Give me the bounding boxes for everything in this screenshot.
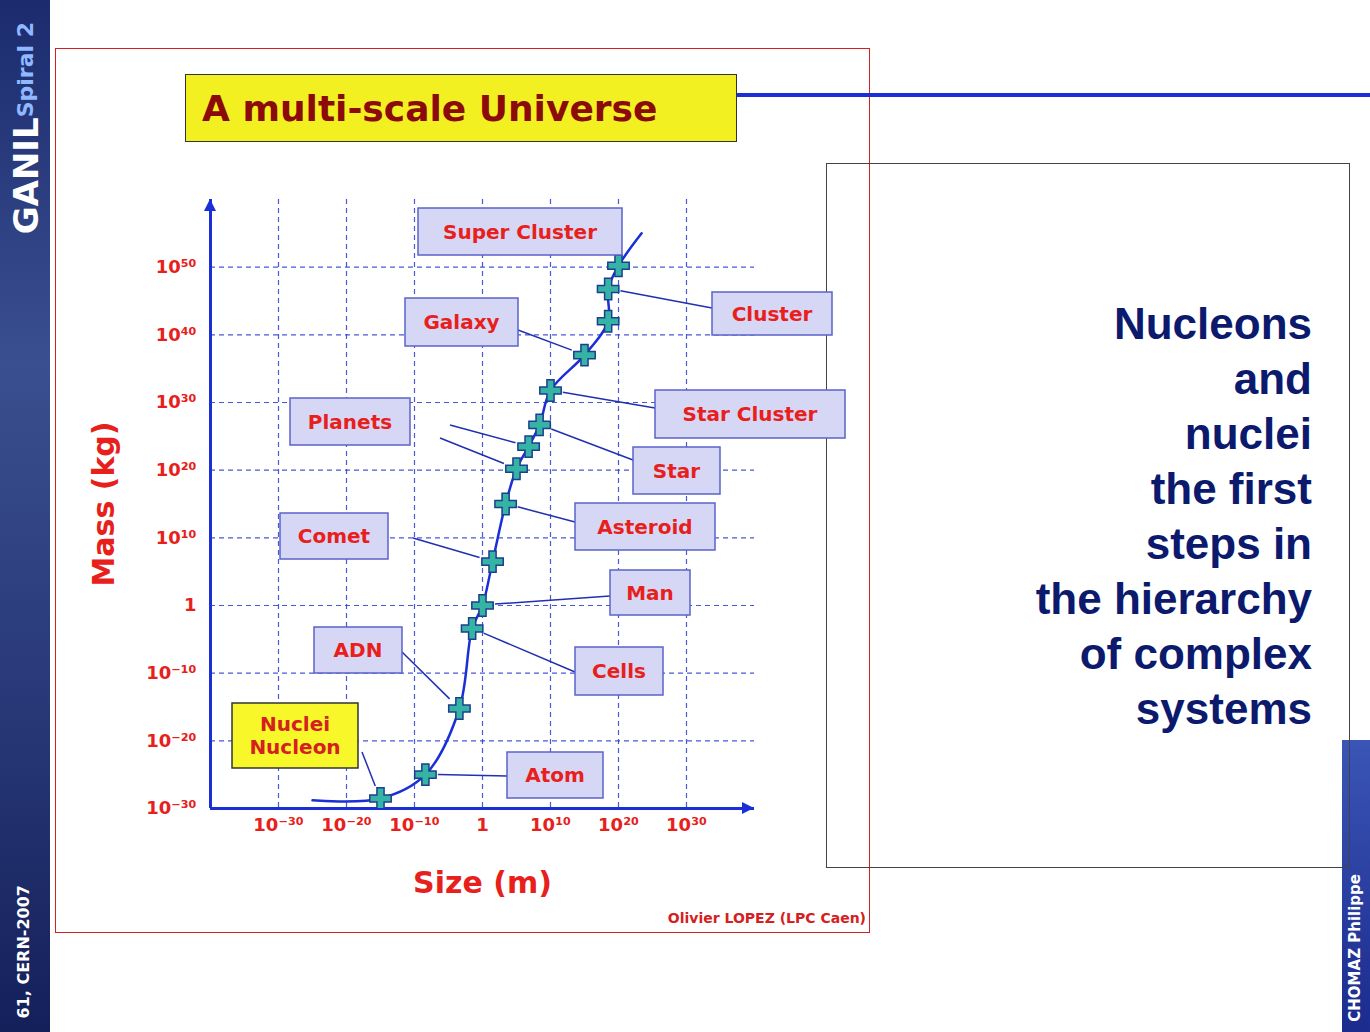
svg-text:10²⁰: 10²⁰ — [156, 459, 197, 480]
svg-text:Asteroid: Asteroid — [597, 515, 692, 539]
svg-text:10²⁰: 10²⁰ — [598, 814, 639, 835]
svg-text:10³⁰: 10³⁰ — [156, 391, 197, 412]
svg-text:Cells: Cells — [592, 659, 646, 683]
html-text:61, CERN-2007: 61, CERN-2007 — [14, 884, 33, 1018]
svg-text:10¹⁰: 10¹⁰ — [530, 814, 571, 835]
html-text:the first: the first — [1150, 464, 1312, 513]
html-text:and: and — [1233, 354, 1312, 403]
html-text:Olivier LOPEZ (LPC Caen): Olivier LOPEZ (LPC Caen) — [667, 910, 866, 926]
svg-text:Comet: Comet — [298, 524, 371, 548]
html-text:of complex: of complex — [1079, 629, 1312, 678]
html-text:A multi-scale Universe: A multi-scale Universe — [202, 87, 658, 129]
svg-text:Planets: Planets — [308, 410, 392, 434]
svg-text:Cluster: Cluster — [732, 302, 813, 326]
svg-text:Galaxy: Galaxy — [423, 310, 499, 334]
svg-text:Man: Man — [626, 581, 674, 605]
svg-text:10⁻³⁰: 10⁻³⁰ — [146, 797, 196, 818]
html-text:nuclei: nuclei — [1184, 409, 1312, 458]
svg-text:Star: Star — [653, 459, 700, 483]
svg-text:Atom: Atom — [525, 763, 585, 787]
html-text:GANIL: GANIL — [6, 117, 46, 235]
svg-text:10⁻¹⁰: 10⁻¹⁰ — [146, 662, 196, 683]
html-text:Nucleons: Nucleons — [1114, 299, 1312, 348]
html-text:Spiral 2: Spiral 2 — [13, 22, 38, 118]
svg-text:10⁴⁰: 10⁴⁰ — [156, 324, 197, 345]
svg-text:10³⁰: 10³⁰ — [666, 814, 707, 835]
svg-text:Star Cluster: Star Cluster — [683, 402, 818, 426]
html-text:CHOMAZ Philippe: CHOMAZ Philippe — [1346, 874, 1364, 1022]
svg-text:ADN: ADN — [334, 638, 383, 662]
svg-text:10⁻²⁰: 10⁻²⁰ — [146, 730, 196, 751]
html-text:the hierarchy: the hierarchy — [1035, 574, 1312, 623]
svg-text:10⁻¹⁰: 10⁻¹⁰ — [389, 814, 439, 835]
svg-text:10⁻³⁰: 10⁻³⁰ — [253, 814, 303, 835]
svg-text:10⁻²⁰: 10⁻²⁰ — [321, 814, 371, 835]
svg-text:Mass (kg): Mass (kg) — [86, 421, 121, 586]
svg-text:1: 1 — [184, 594, 197, 615]
svg-text:1: 1 — [476, 814, 489, 835]
svg-text:10¹⁰: 10¹⁰ — [156, 527, 197, 548]
html-text:systems: systems — [1135, 684, 1312, 733]
svg-text:NucleiNucleon: NucleiNucleon — [249, 712, 340, 759]
svg-text:10⁵⁰: 10⁵⁰ — [156, 256, 197, 277]
svg-text:Size (m): Size (m) — [413, 865, 552, 900]
html-text:steps in: steps in — [1145, 519, 1312, 568]
svg-text:Super Cluster: Super Cluster — [443, 220, 597, 244]
